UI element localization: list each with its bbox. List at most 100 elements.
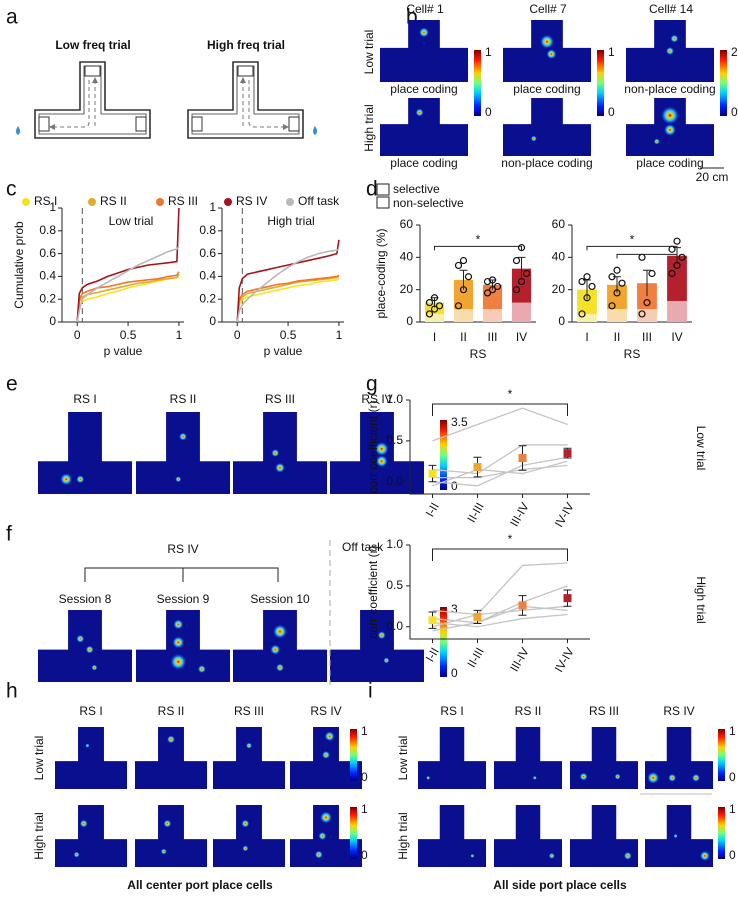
heatmap-arena <box>213 805 285 867</box>
cell-title: Cell# 7 <box>529 2 567 16</box>
heatmap <box>503 98 591 156</box>
heatmap-spot <box>668 773 677 782</box>
map-title: RS II <box>158 704 185 718</box>
data-point <box>459 256 468 265</box>
x-tick-label: III-IV <box>507 500 532 529</box>
colorbar <box>718 807 725 859</box>
heatmap-spot <box>670 34 679 43</box>
heatmap-spot <box>530 135 537 142</box>
data-point <box>668 245 676 253</box>
heatmap <box>135 805 207 867</box>
heatmap <box>290 805 362 867</box>
bar-segment <box>424 302 445 314</box>
mean-marker <box>428 469 437 478</box>
heatmap <box>380 98 468 156</box>
error-bar <box>643 269 651 297</box>
cdf-line <box>76 207 180 323</box>
data-point <box>578 310 586 318</box>
legend-label: non-selective <box>393 196 464 210</box>
heatmap <box>418 727 486 789</box>
session-label: Session 10 <box>250 592 310 606</box>
heatmap-arena <box>503 20 591 82</box>
maze-high <box>187 61 317 139</box>
data-point <box>588 282 596 291</box>
heatmap-spot <box>160 848 167 855</box>
cdf-line <box>76 246 180 323</box>
heatmap-spot <box>375 455 388 468</box>
heatmap <box>330 610 424 682</box>
colorbar <box>440 607 447 677</box>
cdf-line <box>236 248 340 323</box>
heatmap <box>626 20 714 82</box>
heatmap-arena <box>645 805 713 867</box>
heatmap-arena <box>213 727 285 789</box>
data-point <box>643 299 651 307</box>
cdf-line <box>236 239 340 323</box>
heatmap-arena <box>135 727 207 789</box>
x-tick-label: II-III <box>464 500 486 525</box>
data-point <box>454 261 463 270</box>
heatmap <box>136 610 230 682</box>
data-point <box>454 302 463 310</box>
x-tick-label: I-II <box>423 645 442 664</box>
y-tick-label: 60 <box>400 217 414 231</box>
map-title: RS III <box>589 704 619 718</box>
heatmap <box>135 727 207 789</box>
heatmap <box>418 805 486 867</box>
significance-label: * <box>508 532 513 546</box>
data-point <box>638 310 646 318</box>
session-label: Session 8 <box>59 592 112 606</box>
significance-bracket <box>616 253 678 259</box>
heatmap <box>233 610 327 682</box>
significance-label: * <box>476 233 481 247</box>
heatmap-spot <box>614 773 621 780</box>
y-tick-label: 0.0 <box>386 619 403 633</box>
heatmap <box>233 412 327 494</box>
panel-label: g <box>366 373 378 396</box>
heatmap-spot <box>532 775 537 780</box>
chart-title: High trial <box>267 214 314 228</box>
session-label: Session 9 <box>157 592 210 606</box>
mean-marker <box>473 463 482 472</box>
heatmap <box>136 412 230 494</box>
heatmap-spot <box>692 773 700 782</box>
y-tick-label: 0.8 <box>39 223 56 237</box>
map-title: RS I <box>79 704 102 718</box>
colorbar-min: 0 <box>729 848 736 862</box>
data-point <box>493 282 502 291</box>
colorbar-min: 0 <box>731 105 738 119</box>
heatmap-arena <box>135 805 207 867</box>
legend-box <box>376 183 390 196</box>
heatmap <box>38 610 132 682</box>
bar-segment <box>637 283 657 310</box>
heatmap <box>55 727 127 789</box>
row-label: High trial <box>32 812 46 859</box>
caption: All side port place cells <box>493 878 627 892</box>
y-tick-label: 0.6 <box>199 246 216 260</box>
side-label: High trial <box>694 576 708 623</box>
map-title: RS I <box>73 392 96 406</box>
heatmap-spot <box>673 834 678 838</box>
maze-low <box>16 61 151 139</box>
y-tick-label: 0.4 <box>39 269 56 283</box>
heatmap-arena <box>55 805 127 867</box>
heatmap-arena <box>570 727 638 789</box>
data-point <box>517 277 526 286</box>
colorbar <box>597 50 604 116</box>
heatmap-spot <box>167 735 175 744</box>
panel-label: f <box>6 523 12 546</box>
colorbar <box>474 50 481 116</box>
map-title: RS IV <box>310 704 341 718</box>
heatmap-arena <box>38 610 132 682</box>
colorbar-min: 0 <box>451 479 458 493</box>
map-title: RS III <box>265 392 295 406</box>
legend-box <box>376 196 390 209</box>
legend-label: RS IV <box>236 194 267 208</box>
colorbar-max: 3 <box>451 602 458 616</box>
x-tick-label: IV <box>516 330 527 344</box>
data-point <box>517 244 526 252</box>
individual-line <box>432 464 568 479</box>
y-axis-label: corr coefficient (r) <box>366 400 380 493</box>
map-title: RS III <box>234 704 264 718</box>
data-point <box>522 269 531 278</box>
